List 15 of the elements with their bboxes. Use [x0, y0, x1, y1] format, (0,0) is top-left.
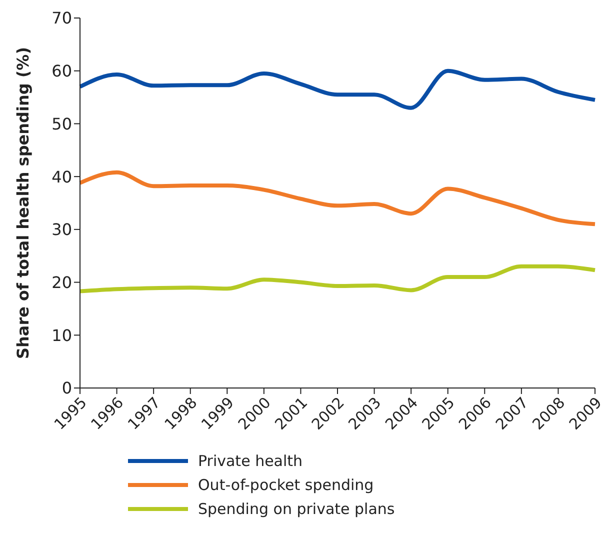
y-tick-label: 10	[52, 326, 72, 345]
line-series	[78, 170, 597, 226]
legend-label: Out-of-pocket spending	[198, 476, 374, 494]
y-tick-label: 60	[52, 62, 72, 81]
line-series	[78, 68, 597, 110]
y-tick-label: 20	[52, 272, 72, 292]
legend-label: Spending on private plans	[198, 500, 395, 518]
y-tick-label: 30	[52, 220, 72, 240]
y-tick-label: 40	[52, 167, 72, 186]
y-axis-title: Share of total health spending (%)	[14, 46, 33, 360]
legend-label: Private health	[198, 452, 303, 470]
y-tick-label: 70	[52, 8, 72, 28]
line-series	[78, 264, 597, 294]
y-tick-label: 50	[52, 114, 72, 134]
y-tick-label: 0	[62, 378, 72, 398]
